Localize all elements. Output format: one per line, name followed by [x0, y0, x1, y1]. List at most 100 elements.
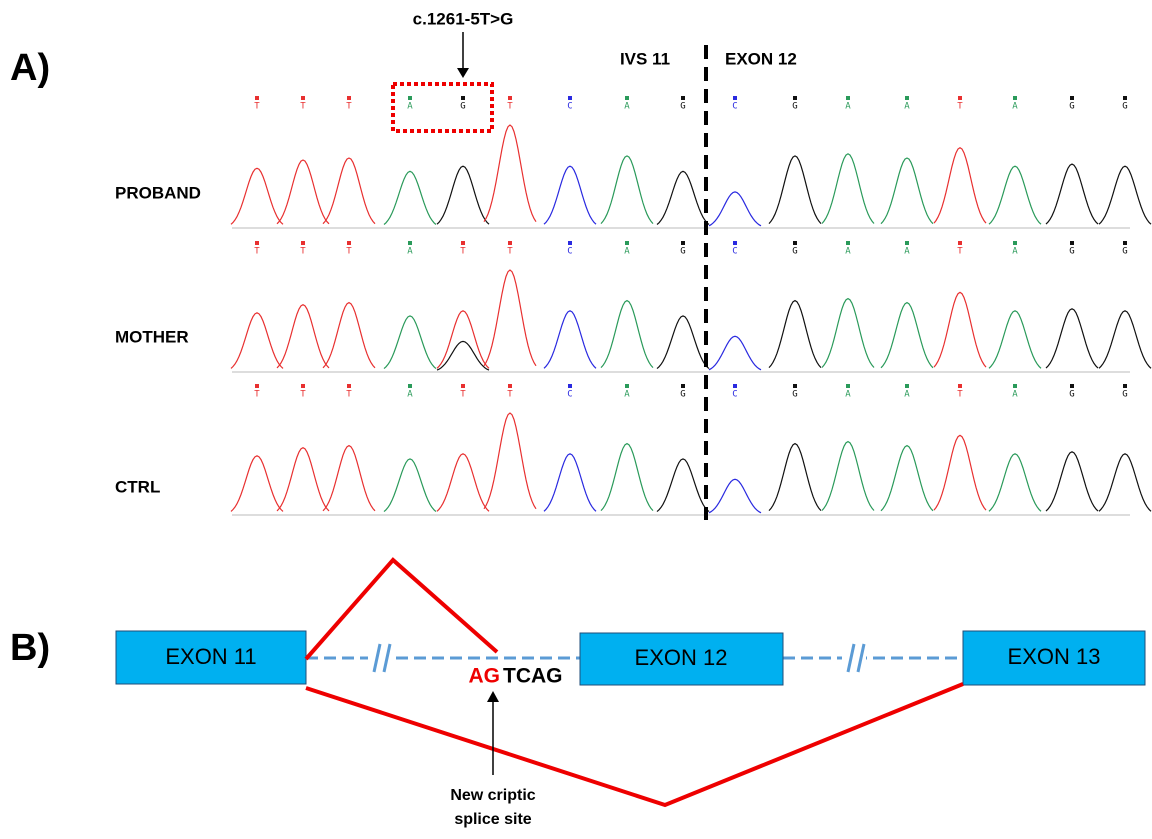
base-letter: T [957, 102, 963, 112]
base-letter: T [346, 102, 352, 112]
base-tick [347, 241, 351, 245]
base-letter: A [904, 247, 910, 257]
base-tick [408, 384, 412, 388]
base-letter: T [507, 102, 513, 112]
arrow-head [457, 68, 469, 78]
base-tick [733, 384, 737, 388]
base-tick [793, 96, 797, 100]
base-letter: G [1069, 102, 1074, 112]
base-tick [846, 96, 850, 100]
base-tick [461, 241, 465, 245]
base-tick [793, 384, 797, 388]
base-tick [1123, 384, 1127, 388]
base-tick [793, 241, 797, 245]
splice-line [306, 684, 963, 805]
base-tick [301, 96, 305, 100]
base-tick [508, 96, 512, 100]
base-letter: T [957, 390, 963, 400]
base-tick [681, 241, 685, 245]
exon-label: EXON 12 [725, 49, 797, 68]
base-letter: G [1069, 247, 1074, 257]
exon-text: EXON 13 [1008, 644, 1101, 669]
base-letter: T [254, 102, 260, 112]
base-letter: T [346, 390, 352, 400]
base-tick [347, 96, 351, 100]
peak [709, 192, 761, 226]
base-letter: G [680, 390, 685, 400]
base-tick [1013, 96, 1017, 100]
base-letter: A [407, 390, 413, 400]
peak [657, 171, 709, 224]
peak [231, 313, 283, 369]
base-letter: A [407, 247, 413, 257]
panel-label: B) [10, 627, 50, 669]
peak [1046, 452, 1098, 511]
peak [323, 158, 375, 224]
base-tick [255, 384, 259, 388]
peak [437, 454, 489, 512]
peak [709, 479, 761, 513]
base-tick [733, 241, 737, 245]
base-letter: G [1122, 390, 1127, 400]
peak [277, 160, 329, 224]
base-letter: T [507, 390, 513, 400]
peak [1046, 309, 1098, 368]
base-tick [846, 384, 850, 388]
arrow-head [487, 691, 499, 702]
base-tick [408, 241, 412, 245]
base-tick [681, 384, 685, 388]
base-letter: A [845, 102, 851, 112]
base-tick [625, 241, 629, 245]
base-letter: A [845, 390, 851, 400]
peak [989, 454, 1041, 512]
base-tick [568, 96, 572, 100]
base-letter: A [1012, 102, 1018, 112]
base-tick [255, 96, 259, 100]
peak [544, 166, 596, 224]
track-label: PROBAND [115, 183, 201, 202]
peak [989, 166, 1041, 224]
base-tick [301, 241, 305, 245]
figure: A) c.1261-5T>G IVS 11 EXON 12 PROBANDTTT… [0, 0, 1152, 834]
base-letter: T [460, 247, 466, 257]
splice-line [306, 560, 497, 659]
peak [484, 125, 536, 222]
base-tick [461, 96, 465, 100]
base-letter: A [1012, 390, 1018, 400]
base-letter: G [792, 102, 797, 112]
peak [1046, 164, 1098, 224]
peak [769, 301, 821, 368]
peak [601, 156, 653, 224]
base-tick [255, 241, 259, 245]
base-letter: A [624, 390, 630, 400]
base-tick [905, 384, 909, 388]
base-letter: C [732, 247, 737, 257]
intron-label: IVS 11 [620, 49, 670, 68]
base-letter: G [680, 247, 685, 257]
peak [934, 148, 986, 223]
base-letter: C [567, 390, 572, 400]
peak [934, 292, 986, 367]
base-letter: A [904, 390, 910, 400]
base-letter: A [904, 102, 910, 112]
base-letter: C [732, 390, 737, 400]
base-letter: A [1012, 247, 1018, 257]
track-label: CTRL [115, 477, 160, 496]
base-letter: T [460, 390, 466, 400]
base-tick [958, 241, 962, 245]
base-tick [301, 384, 305, 388]
peak [384, 316, 436, 369]
base-letter: T [300, 247, 306, 257]
peak [709, 336, 761, 370]
note: New criptic [450, 787, 535, 804]
base-tick [905, 96, 909, 100]
site-seq: AG [469, 665, 501, 688]
base-tick [1013, 241, 1017, 245]
base-letter: A [845, 247, 851, 257]
peak [881, 158, 933, 224]
base-letter: G [1069, 390, 1074, 400]
base-letter: G [1122, 247, 1127, 257]
peak [601, 444, 653, 511]
peak [277, 305, 329, 368]
